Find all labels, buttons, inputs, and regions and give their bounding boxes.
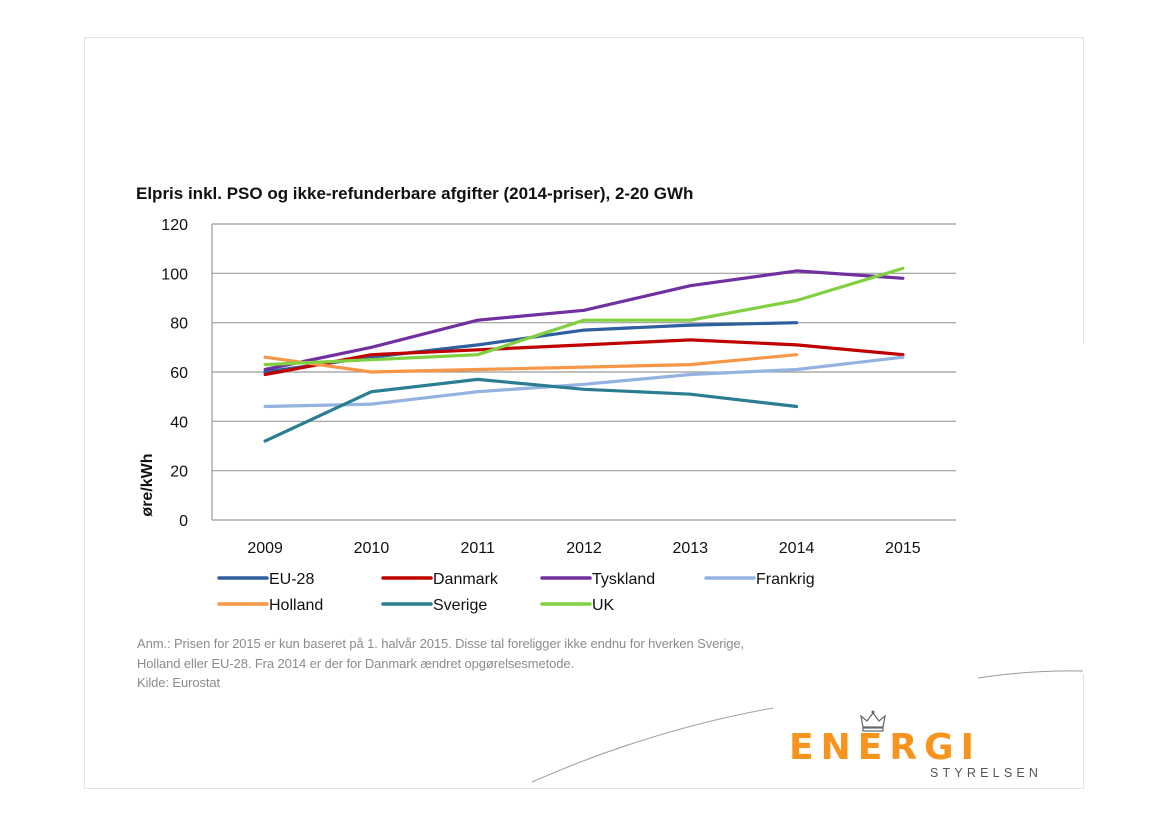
legend-label-holland: Holland: [269, 597, 323, 614]
logo-subtitle: STYRELSEN: [930, 766, 1043, 780]
note-line-3: Kilde: Eurostat: [137, 675, 221, 690]
y-tick-label: 0: [179, 513, 188, 530]
y-tick-label: 60: [170, 365, 188, 382]
series-line-tyskland: [263, 269, 905, 372]
legend-label-frankrig: Frankrig: [756, 571, 815, 588]
note-line-1: Anm.: Prisen for 2015 er kun baseret på …: [137, 636, 745, 651]
y-tick-label: 80: [170, 316, 188, 333]
x-tick-label: 2012: [566, 540, 602, 557]
series-line-holland: [263, 353, 799, 374]
crown-icon: [860, 710, 886, 732]
legend-label-sverige: Sverige: [433, 597, 487, 614]
x-tick-label: 2011: [461, 540, 496, 557]
legend-label-tyskland: Tyskland: [592, 571, 655, 588]
y-axis-label: øre/kWh: [139, 453, 156, 516]
x-tick-label: 2009: [247, 540, 283, 557]
y-tick-label: 20: [170, 464, 188, 481]
note-line-2: Holland eller EU-28. Fra 2014 er der for…: [137, 655, 575, 671]
decorative-swoosh-lower: [531, 707, 774, 783]
series-line-frankrig: [263, 355, 905, 409]
x-tick-label: 2014: [779, 540, 815, 557]
y-tick-label: 120: [161, 217, 188, 234]
decorative-swoosh-upper: [977, 670, 1084, 679]
chart-title: Elpris inkl. PSO og ikke-refunderbare af…: [136, 184, 694, 203]
slide-frame: [85, 38, 1083, 788]
legend-label-eu-28: EU-28: [269, 571, 314, 588]
slide-edge-gap: [1083, 344, 1169, 674]
y-tick-label: 40: [170, 414, 188, 431]
legend-label-uk: UK: [592, 597, 615, 614]
series-line-uk: [263, 266, 905, 367]
x-tick-label: 2010: [354, 540, 390, 557]
chart-note: Anm.: Prisen for 2015 er kun baseret på …: [137, 634, 957, 693]
series-line-sverige: [263, 377, 799, 443]
series-line-danmark: [263, 338, 905, 377]
logo-wordmark: ENERGI: [789, 727, 981, 768]
x-tick-label: 2015: [885, 540, 921, 557]
y-tick-label: 100: [161, 266, 188, 283]
legend-label-danmark: Danmark: [433, 571, 499, 588]
x-tick-label: 2013: [672, 540, 708, 557]
